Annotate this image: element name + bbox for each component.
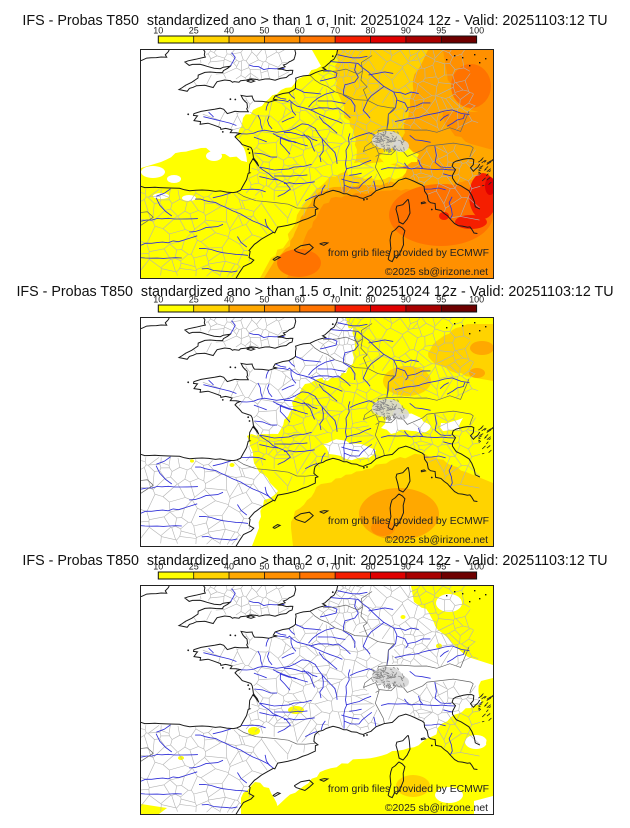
svg-text:70: 70 bbox=[330, 562, 340, 572]
svg-text:70: 70 bbox=[330, 26, 340, 36]
svg-text:90: 90 bbox=[401, 562, 411, 572]
svg-text:90: 90 bbox=[401, 295, 411, 305]
svg-text:25: 25 bbox=[189, 26, 199, 36]
svg-text:40: 40 bbox=[224, 562, 234, 572]
svg-text:95: 95 bbox=[436, 295, 446, 305]
svg-text:40: 40 bbox=[224, 295, 234, 305]
svg-text:40: 40 bbox=[224, 26, 234, 36]
svg-text:80: 80 bbox=[365, 295, 375, 305]
svg-text:60: 60 bbox=[295, 295, 305, 305]
svg-text:80: 80 bbox=[365, 562, 375, 572]
svg-text:©2025 sb@irizone.net: ©2025 sb@irizone.net bbox=[385, 267, 488, 278]
svg-text:100: 100 bbox=[469, 295, 484, 305]
svg-text:©2025 sb@irizone.net: ©2025 sb@irizone.net bbox=[385, 535, 488, 546]
svg-text:50: 50 bbox=[259, 562, 269, 572]
svg-text:from grib files provided by EC: from grib files provided by ECMWF bbox=[328, 248, 489, 259]
svg-text:from grib files provided by EC: from grib files provided by ECMWF bbox=[328, 516, 489, 527]
svg-text:100: 100 bbox=[469, 562, 484, 572]
svg-text:100: 100 bbox=[469, 26, 484, 36]
svg-text:50: 50 bbox=[259, 26, 269, 36]
svg-text:90: 90 bbox=[401, 26, 411, 36]
svg-text:©2025 sb@irizone.net: ©2025 sb@irizone.net bbox=[385, 803, 488, 814]
svg-text:50: 50 bbox=[259, 295, 269, 305]
svg-text:70: 70 bbox=[330, 295, 340, 305]
svg-text:80: 80 bbox=[365, 26, 375, 36]
svg-text:25: 25 bbox=[189, 562, 199, 572]
svg-text:25: 25 bbox=[189, 295, 199, 305]
svg-text:10: 10 bbox=[153, 26, 163, 36]
svg-text:95: 95 bbox=[436, 562, 446, 572]
svg-text:10: 10 bbox=[153, 295, 163, 305]
svg-text:60: 60 bbox=[295, 562, 305, 572]
svg-text:60: 60 bbox=[295, 26, 305, 36]
svg-text:10: 10 bbox=[153, 562, 163, 572]
svg-text:from grib files provided by EC: from grib files provided by ECMWF bbox=[328, 784, 489, 795]
svg-text:95: 95 bbox=[436, 26, 446, 36]
